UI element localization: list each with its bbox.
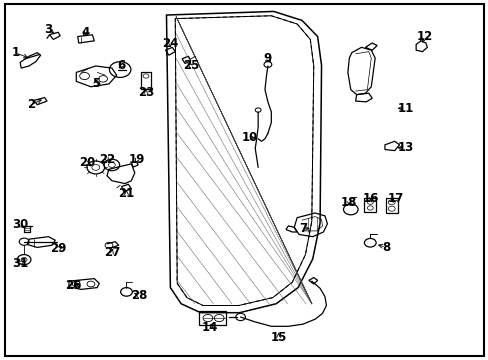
Text: 26: 26: [64, 279, 81, 292]
Text: 10: 10: [241, 131, 257, 144]
Text: 3: 3: [44, 23, 52, 36]
Text: 27: 27: [103, 246, 120, 259]
Text: 16: 16: [363, 192, 379, 205]
Text: 20: 20: [79, 156, 96, 169]
Text: 4: 4: [81, 26, 90, 39]
Text: 1: 1: [11, 46, 20, 59]
Text: 15: 15: [270, 330, 286, 343]
Text: 25: 25: [183, 59, 199, 72]
Text: 5: 5: [91, 77, 100, 90]
Text: 29: 29: [50, 242, 66, 255]
Bar: [364, 198, 376, 212]
Text: 9: 9: [263, 51, 271, 64]
Text: 8: 8: [381, 241, 389, 254]
Text: 30: 30: [12, 218, 28, 231]
Bar: [199, 311, 226, 325]
Text: 21: 21: [118, 187, 134, 200]
Text: 17: 17: [387, 192, 403, 205]
Text: 11: 11: [396, 102, 413, 115]
Text: 23: 23: [138, 86, 154, 99]
Text: 28: 28: [131, 289, 147, 302]
Text: 7: 7: [298, 222, 306, 235]
Text: 12: 12: [416, 30, 432, 43]
Text: 6: 6: [117, 59, 125, 72]
Bar: [385, 198, 397, 213]
Text: 13: 13: [396, 141, 413, 154]
Text: 24: 24: [162, 36, 178, 50]
Text: 14: 14: [202, 320, 218, 333]
Text: 19: 19: [129, 153, 145, 166]
Text: 2: 2: [27, 98, 35, 111]
Text: 22: 22: [99, 153, 115, 166]
Text: 31: 31: [12, 257, 28, 270]
Bar: [141, 72, 151, 89]
Text: 18: 18: [341, 196, 357, 209]
